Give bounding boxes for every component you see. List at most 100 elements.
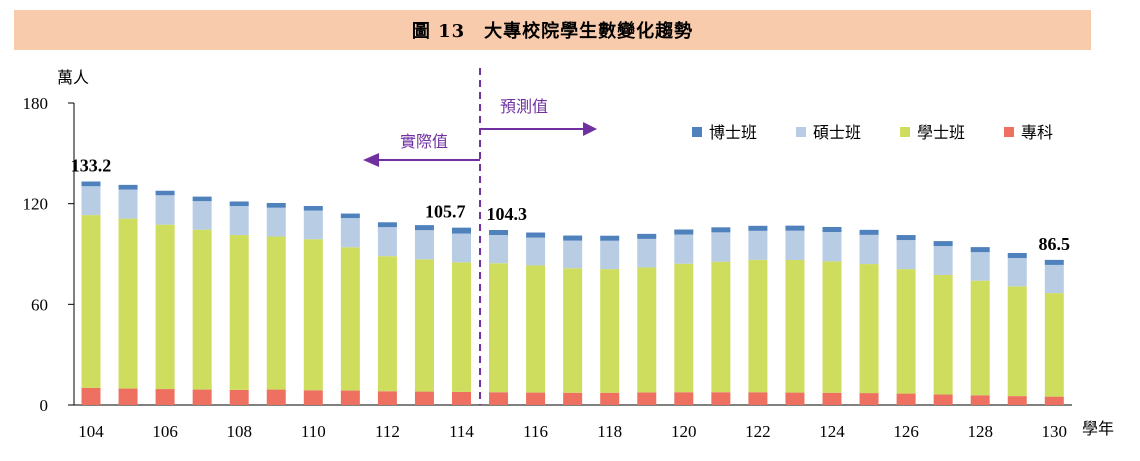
bar-segment <box>526 232 546 238</box>
bar-segment <box>303 210 323 240</box>
bar-segment <box>192 201 212 230</box>
bar-segment <box>1007 258 1027 287</box>
x-tick-label: 110 <box>301 422 326 441</box>
x-axis-unit-label: 學年 <box>1082 419 1114 438</box>
bar-segment <box>859 234 879 265</box>
bar-segment <box>303 206 323 211</box>
bar-segment <box>785 225 805 231</box>
bar-segment <box>563 268 583 393</box>
total-annotation: 133.2 <box>71 156 112 176</box>
bar-segment <box>489 392 509 405</box>
bar-segment <box>377 227 397 257</box>
bar-segment <box>1044 293 1064 397</box>
bar-segment <box>859 264 879 394</box>
bar-segment <box>192 389 212 405</box>
bar-segment <box>1044 264 1064 294</box>
bar-segment <box>1007 396 1027 405</box>
bar-segment <box>600 392 620 405</box>
bar-segment <box>526 392 546 405</box>
total-annotation: 104.3 <box>487 204 528 224</box>
bar-segment <box>229 389 249 405</box>
bar-segment <box>785 392 805 405</box>
bar-segment <box>1044 259 1064 265</box>
bar-segment <box>711 392 731 405</box>
x-tick-label: 130 <box>1042 422 1068 441</box>
bar-segment <box>526 265 546 393</box>
legend-label: 學士班 <box>917 123 965 142</box>
total-annotation: 105.7 <box>425 202 466 222</box>
bar-segment <box>674 229 694 235</box>
legend-swatch <box>900 127 910 137</box>
bar-segment <box>896 393 916 405</box>
bar-segment <box>414 259 434 392</box>
bar-segment <box>266 202 286 208</box>
bar-segment <box>377 256 397 392</box>
bar-segment <box>155 195 175 225</box>
bar-segment <box>266 207 286 237</box>
bar-segment <box>600 235 620 241</box>
bar-segment <box>118 189 138 219</box>
bar-segment <box>155 389 175 405</box>
bar-segment <box>822 261 842 393</box>
bar-segment <box>452 233 471 263</box>
bar-segment <box>118 184 138 190</box>
bar-segment <box>340 218 360 248</box>
bar-segment <box>340 390 360 405</box>
bar-segment <box>229 235 249 390</box>
bar-segment <box>192 229 212 390</box>
bar-segment <box>118 388 138 405</box>
x-tick-label: 128 <box>967 422 993 441</box>
y-tick-label: 60 <box>31 295 48 314</box>
x-tick-label: 120 <box>671 422 697 441</box>
bar-segment <box>674 263 694 393</box>
bar-segment <box>859 229 879 235</box>
bar-segment <box>933 394 953 405</box>
bar-segment <box>229 206 249 236</box>
bar-segment <box>377 222 397 228</box>
bar-segment <box>785 260 805 393</box>
bar-segment <box>674 234 694 264</box>
bar-segment <box>340 247 360 391</box>
bar-segment <box>600 269 620 393</box>
bar-segment <box>303 390 323 405</box>
bar-segment <box>489 235 509 264</box>
bar-segment <box>785 230 805 261</box>
x-tick-label: 112 <box>375 422 400 441</box>
chart-labels: 133.2 105.7 104.3 86.5 <box>71 156 1070 254</box>
bar-segment <box>489 230 509 236</box>
bar-segment <box>303 239 323 391</box>
bar-segment <box>896 269 916 394</box>
bar-segment <box>933 241 953 247</box>
bar-segment <box>229 201 249 207</box>
bar-segment <box>600 240 620 270</box>
bar-segment <box>1044 396 1064 405</box>
bar-segment <box>970 252 990 281</box>
x-tick-label: 114 <box>449 422 474 441</box>
bar-segment <box>489 263 509 393</box>
bar-segment <box>81 387 101 405</box>
chart-axes: 0 60 120 180 萬人 104 106 108 110 112 114 116 118 120 12… <box>23 68 1115 441</box>
bar-segment <box>748 225 768 231</box>
x-tick-label: 124 <box>819 422 845 441</box>
bar-segment <box>674 392 694 405</box>
bar-segment <box>748 392 768 405</box>
forecast-arrow-head <box>583 122 598 136</box>
bar-segment <box>822 392 842 405</box>
bar-segment <box>81 215 101 388</box>
chart-title: 圖 13 大專校院學生數變化趨勢 <box>411 21 694 42</box>
x-tick-label: 118 <box>597 422 622 441</box>
bar-segment <box>414 230 434 260</box>
legend-swatch <box>796 127 806 137</box>
chart-title-bar: 圖 13 大專校院學生數變化趨勢 <box>14 10 1091 50</box>
bar-segment <box>563 392 583 405</box>
bar-segment <box>155 190 175 196</box>
bar-segment <box>896 235 916 241</box>
bar-segment <box>452 227 471 234</box>
y-tick-label: 0 <box>40 396 49 415</box>
bar-segment <box>970 395 990 405</box>
bar-segment <box>933 274 953 395</box>
bar-segment <box>637 392 657 405</box>
legend-label: 專科 <box>1021 123 1053 142</box>
